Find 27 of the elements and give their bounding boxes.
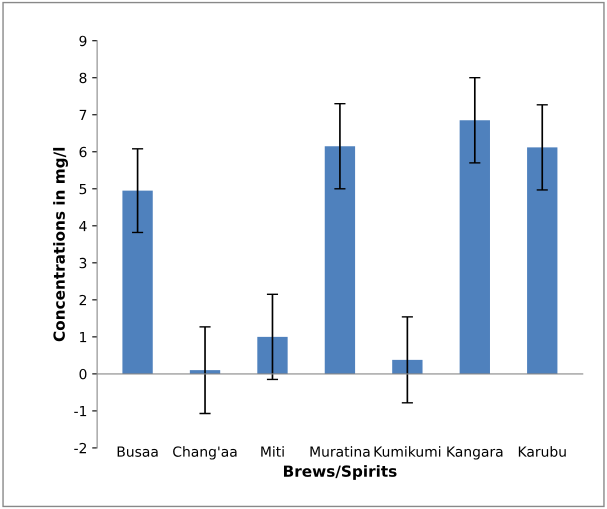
y-tick-label: -2: [74, 442, 86, 454]
x-axis-title: Brews/Spirits: [284, 465, 397, 480]
y-tick-label: 9: [79, 36, 86, 46]
bar: [460, 120, 490, 374]
y-tick-label: -1: [74, 406, 86, 416]
y-axis-title: Concentrations in mg/l: [53, 148, 68, 342]
y-tick-label: 4: [79, 220, 87, 232]
y-tick-label: 8: [80, 72, 86, 84]
x-tick-label: Muratina: [310, 446, 370, 457]
y-tick-label: 7: [80, 110, 86, 120]
x-tick-label: Busaa: [118, 446, 158, 457]
x-tick-label: Miti: [261, 446, 284, 457]
x-tick-label: Kangara: [447, 446, 502, 460]
y-tick-label: 6: [80, 146, 87, 158]
bar: [527, 147, 558, 374]
y-tick-label: 1: [80, 332, 86, 342]
bar: [257, 336, 288, 374]
bar: [392, 360, 423, 374]
x-tick-label: Chang'aa: [173, 446, 237, 460]
bar: [122, 190, 153, 374]
y-tick-label: 0: [79, 368, 86, 380]
y-tick-label: 5: [80, 184, 86, 194]
x-tick-label: Karubu: [518, 446, 566, 457]
y-tick-label: 2: [80, 294, 86, 306]
x-tick-label: Kumikumi: [374, 446, 440, 457]
bar: [324, 146, 356, 374]
y-tick-label: 3: [80, 258, 86, 268]
